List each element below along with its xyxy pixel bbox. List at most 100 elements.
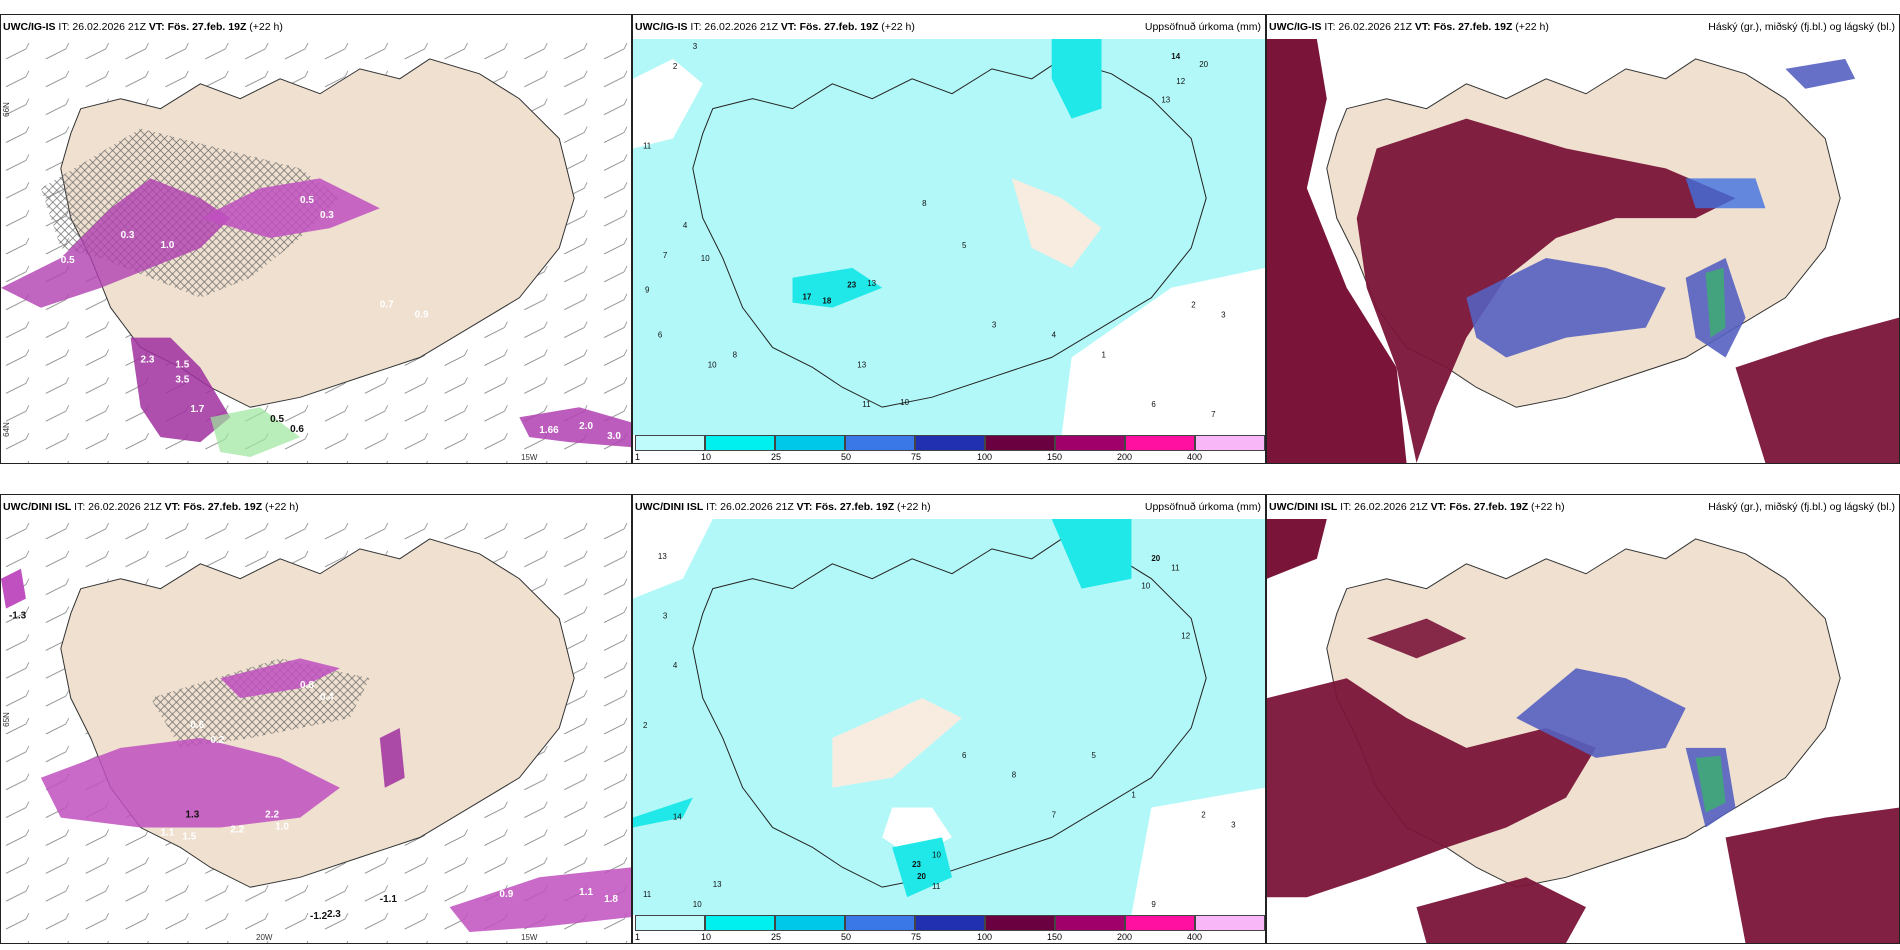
svg-text:11: 11 <box>643 141 652 150</box>
svg-text:11: 11 <box>1171 564 1180 573</box>
svg-text:1.0: 1.0 <box>160 240 174 251</box>
svg-text:4: 4 <box>1052 330 1057 339</box>
iceland-landmass <box>692 538 1207 888</box>
map-panel-igis-wind-precip: UWC/IG-IS IT: 26.02.2026 21Z VT: Fös. 27… <box>0 14 632 464</box>
colorbar-tick: 100 <box>977 932 993 942</box>
svg-text:1.0: 1.0 <box>275 822 289 833</box>
map-area <box>1267 39 1899 463</box>
valid-time: VT: Fös. 27.feb. 19Z <box>1430 501 1529 513</box>
svg-text:4: 4 <box>683 221 688 230</box>
map-panel-dini-accum-precip: UWC/DINI ISL IT: 26.02.2026 21Z VT: Fös.… <box>632 494 1266 944</box>
valid-time: VT: Fös. 27.feb. 19Z <box>148 21 247 33</box>
svg-text:0.6: 0.6 <box>190 720 204 731</box>
init-time: IT: 26.02.2026 21Z <box>74 501 162 513</box>
map-panel-igis-accum-precip: UWC/IG-IS IT: 26.02.2026 21Z VT: Fös. 27… <box>632 14 1266 464</box>
lat-label: 65N <box>1 712 11 727</box>
svg-text:2: 2 <box>673 62 678 71</box>
svg-text:10: 10 <box>708 360 717 369</box>
colorbar-swatch <box>1195 435 1265 451</box>
model-name: UWC/IG-IS <box>3 21 56 33</box>
svg-text:1.1: 1.1 <box>579 887 593 898</box>
colorbar-swatch <box>705 435 775 451</box>
svg-text:3: 3 <box>693 42 698 51</box>
colorbar-tick: 25 <box>771 452 782 462</box>
svg-text:13: 13 <box>658 552 667 561</box>
svg-text:0.5: 0.5 <box>61 255 75 266</box>
svg-text:5: 5 <box>1092 751 1097 760</box>
colorbar-tick: 10 <box>701 452 712 462</box>
colorbar-tick: 150 <box>1047 452 1063 462</box>
panel-header: UWC/IG-IS IT: 26.02.2026 21Z VT: Fös. 27… <box>633 15 1265 39</box>
colorbar-swatch <box>1125 915 1195 931</box>
svg-text:1.5: 1.5 <box>175 359 189 370</box>
svg-text:8: 8 <box>922 199 927 208</box>
colorbar-tick: 50 <box>841 932 852 942</box>
valid-time: VT: Fös. 27.feb. 19Z <box>796 501 895 513</box>
svg-text:20: 20 <box>1151 554 1160 563</box>
colorbar-tick: 75 <box>911 932 922 942</box>
init-time: IT: 26.02.2026 21Z <box>1324 21 1412 33</box>
svg-text:23: 23 <box>847 281 856 290</box>
svg-text:2: 2 <box>643 721 648 730</box>
colorbar-swatch <box>705 915 775 931</box>
svg-text:11: 11 <box>862 400 871 409</box>
lat-label: 66N <box>1 102 11 117</box>
svg-text:2: 2 <box>1201 810 1206 819</box>
colorbar-swatch <box>985 915 1055 931</box>
svg-text:0.9: 0.9 <box>499 889 513 900</box>
svg-text:1.7: 1.7 <box>190 404 204 415</box>
colorbar-tick: 1 <box>635 452 641 462</box>
svg-text:13: 13 <box>857 360 866 369</box>
svg-text:3: 3 <box>663 612 668 621</box>
init-time: IT: 26.02.2026 21Z <box>690 21 778 33</box>
svg-text:1.66: 1.66 <box>539 425 559 436</box>
init-time: IT: 26.02.2026 21Z <box>1340 501 1428 513</box>
svg-text:0.6: 0.6 <box>290 424 304 435</box>
svg-text:14: 14 <box>1171 52 1180 61</box>
svg-text:13: 13 <box>867 279 876 288</box>
precip-label: 3.5 <box>175 374 189 385</box>
valid-time: VT: Fös. 27.feb. 19Z <box>1414 21 1513 33</box>
svg-text:3: 3 <box>1231 820 1236 829</box>
svg-text:7: 7 <box>663 251 668 260</box>
svg-text:1: 1 <box>1102 350 1107 359</box>
map-area: 3 2 11 4 7 9 6 10 10 8 14 12 20 13 17 18… <box>633 39 1265 435</box>
panel-header: UWC/DINI ISL IT: 26.02.2026 21Z VT: Fös.… <box>633 495 1265 519</box>
svg-text:9: 9 <box>1151 900 1156 909</box>
valid-time: VT: Fös. 27.feb. 19Z <box>780 21 879 33</box>
colorbar-tick: 150 <box>1047 932 1063 942</box>
map-area: 0.5 0.3 1.0 3.5 1.7 1.5 2.3 0.3 0.5 0.5 … <box>1 39 631 463</box>
colorbar-swatch <box>635 915 705 931</box>
svg-text:1.5: 1.5 <box>182 831 196 842</box>
colorbar-tick: 200 <box>1117 932 1133 942</box>
map-panel-dini-wind-precip: UWC/DINI ISL IT: 26.02.2026 21Z VT: Fös.… <box>0 494 632 944</box>
svg-text:0.8: 0.8 <box>300 680 314 691</box>
colorbar-swatch <box>845 435 915 451</box>
lead-time: (+22 h) <box>249 21 283 33</box>
svg-text:11: 11 <box>932 882 941 891</box>
svg-text:0.5: 0.5 <box>270 414 284 425</box>
svg-text:1.1: 1.1 <box>160 828 174 839</box>
svg-text:2.2: 2.2 <box>265 810 279 821</box>
colorbar-swatch <box>915 915 985 931</box>
map-area: 13 3 4 2 14 11 13 10 23 20 10 11 20 11 1… <box>633 519 1265 915</box>
svg-text:0.2: 0.2 <box>210 735 224 746</box>
svg-text:5: 5 <box>962 241 967 250</box>
svg-text:2: 2 <box>1191 301 1196 310</box>
colorbar-tick: 100 <box>977 452 993 462</box>
svg-text:17: 17 <box>802 293 811 302</box>
colorbar-tick: 400 <box>1187 932 1203 942</box>
model-name: UWC/IG-IS <box>1269 21 1322 33</box>
svg-text:14: 14 <box>673 812 682 821</box>
svg-text:10: 10 <box>1141 582 1150 591</box>
colorbar-swatch <box>985 435 1055 451</box>
panel-header: UWC/IG-IS IT: 26.02.2026 21Z VT: Fös. 27… <box>1267 15 1899 39</box>
svg-text:2.3: 2.3 <box>327 909 341 920</box>
model-name: UWC/DINI ISL <box>635 501 704 513</box>
colorbar-tick: 1 <box>635 932 641 942</box>
svg-text:0.5: 0.5 <box>300 195 314 206</box>
svg-text:7: 7 <box>1052 810 1057 819</box>
lon-label: 15W <box>521 453 538 462</box>
svg-text:1: 1 <box>1131 791 1136 800</box>
svg-text:4: 4 <box>673 661 678 670</box>
